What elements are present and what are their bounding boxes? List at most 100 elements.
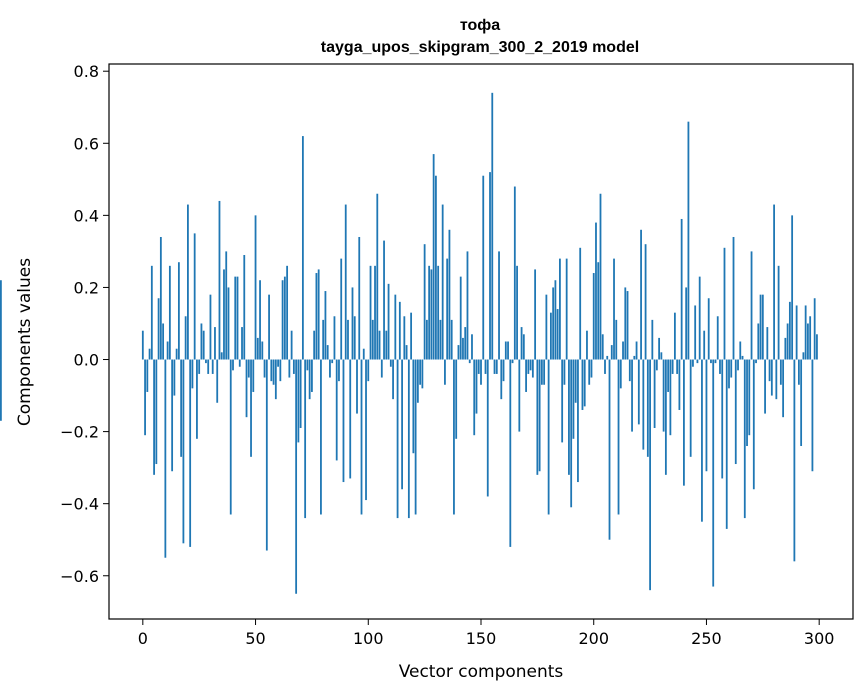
bar [177, 262, 180, 360]
y-tick-label: −0.2 [60, 423, 99, 442]
bar [800, 359, 803, 447]
bar [437, 265, 440, 360]
bar [624, 287, 627, 360]
bar [563, 359, 566, 385]
bar [279, 359, 282, 382]
bar [678, 359, 681, 410]
bar [450, 319, 453, 360]
bar [640, 229, 642, 360]
bar [721, 359, 724, 479]
x-tick-label: 300 [804, 629, 835, 648]
bar [254, 215, 257, 360]
bar [525, 359, 527, 392]
bar [489, 172, 491, 360]
bar [473, 359, 476, 436]
bar [387, 283, 390, 360]
bar [498, 251, 500, 360]
bar [281, 280, 284, 360]
bar [338, 359, 340, 382]
bar [471, 334, 473, 360]
bar [466, 251, 469, 360]
bar [425, 319, 428, 360]
bar [617, 359, 620, 515]
bar [554, 280, 557, 360]
bar [459, 276, 462, 360]
bar [502, 359, 505, 382]
bar [784, 337, 787, 360]
bar [788, 301, 791, 360]
bar [347, 319, 349, 360]
bar [475, 359, 478, 414]
bar [795, 305, 798, 360]
bar [365, 359, 367, 501]
bar [606, 355, 609, 360]
bar [144, 359, 146, 436]
bar [277, 359, 279, 367]
bar [0, 359, 2, 421]
bar [288, 359, 291, 378]
bar [196, 359, 198, 439]
bar [202, 330, 205, 360]
bar [518, 359, 521, 432]
bar [306, 359, 309, 371]
bar [432, 154, 435, 360]
bar [743, 359, 746, 519]
bar [549, 312, 552, 360]
bar [358, 236, 361, 360]
bar [326, 345, 329, 360]
bar [516, 265, 518, 360]
bar [394, 294, 397, 360]
bar [155, 359, 158, 465]
bar [141, 330, 144, 360]
bar [484, 359, 487, 374]
y-tick-label: −0.4 [60, 495, 99, 514]
x-tick-label: 50 [245, 629, 265, 648]
bar [534, 269, 537, 360]
bar [583, 359, 586, 407]
bar [453, 359, 455, 515]
bar [685, 287, 688, 360]
bar [626, 291, 629, 360]
bar [728, 359, 730, 389]
bar [777, 265, 780, 360]
bar [752, 359, 755, 490]
bar [637, 359, 640, 425]
bar [428, 265, 431, 360]
bar [439, 319, 442, 360]
x-tick-label: 200 [578, 629, 609, 648]
bar [809, 316, 812, 360]
bar [613, 258, 615, 360]
bar [184, 316, 187, 360]
bar [401, 359, 403, 490]
bar [238, 359, 241, 367]
bar [209, 294, 212, 360]
bar [344, 204, 347, 360]
y-tick-label: 0.8 [74, 62, 99, 81]
bar [653, 359, 656, 428]
bar [407, 359, 410, 519]
bar [712, 359, 715, 587]
bar [676, 359, 679, 374]
bar [701, 359, 703, 522]
bar [444, 359, 446, 385]
bar [667, 359, 670, 392]
bar [741, 355, 744, 360]
bar [570, 359, 573, 508]
bar [615, 319, 618, 360]
bar [315, 273, 318, 360]
bar [658, 337, 661, 360]
bar [807, 323, 809, 360]
plot-frame [108, 63, 854, 620]
bar [579, 247, 582, 360]
bar [547, 359, 550, 515]
bar [234, 276, 237, 360]
bar [220, 352, 223, 360]
bar [581, 359, 584, 410]
bar [335, 359, 338, 461]
bar [775, 359, 778, 400]
bar [412, 359, 415, 454]
bar [180, 359, 183, 457]
bar [719, 359, 721, 374]
bar [793, 359, 796, 562]
